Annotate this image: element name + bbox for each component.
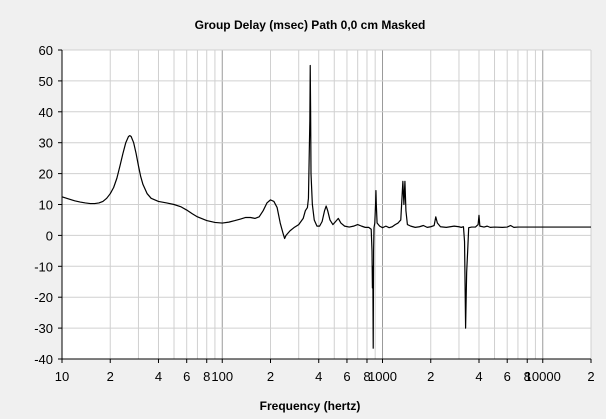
chart-title: Group Delay (msec) Path 0,0 cm Masked bbox=[195, 18, 426, 32]
x-tick-label: 8 bbox=[363, 369, 370, 384]
x-tick-label: 4 bbox=[155, 369, 162, 384]
grid bbox=[61, 49, 592, 360]
y-tick-label: 30 bbox=[39, 136, 53, 151]
x-tick-label: 6 bbox=[343, 369, 350, 384]
x-tick-label: 100 bbox=[211, 369, 233, 384]
x-tick-label: 4 bbox=[475, 369, 482, 384]
series-layer bbox=[61, 64, 591, 349]
x-tick-label: 8 bbox=[203, 369, 210, 384]
x-tick-label: 8 bbox=[524, 369, 531, 384]
x-tick-label: 6 bbox=[183, 369, 190, 384]
x-tick-label: 10 bbox=[55, 369, 69, 384]
x-tick-label: 2 bbox=[107, 369, 114, 384]
y-tick-label: 0 bbox=[46, 228, 53, 243]
x-tick-label: 6 bbox=[504, 369, 511, 384]
y-tick-label: -10 bbox=[34, 259, 53, 274]
y-tick-label: 60 bbox=[39, 43, 53, 58]
x-tick-label: 2 bbox=[267, 369, 274, 384]
x-tick-label: 2 bbox=[587, 369, 594, 384]
x-tick-label: 4 bbox=[315, 369, 322, 384]
y-tick-label: -30 bbox=[34, 321, 53, 336]
x-tick-label: 1000 bbox=[368, 369, 397, 384]
y-tick-labels: 60 50 40 30 20 10 0 -10 -20 -30 -40 bbox=[34, 43, 53, 367]
group-delay-series-line bbox=[61, 64, 591, 349]
x-tick-label: 2 bbox=[427, 369, 434, 384]
y-tick-label: 40 bbox=[39, 105, 53, 120]
y-tick-label: 50 bbox=[39, 74, 53, 89]
y-tick-label: -20 bbox=[34, 290, 53, 305]
y-tick-label: 10 bbox=[39, 198, 53, 213]
y-tick-label: -40 bbox=[34, 352, 53, 367]
axes bbox=[58, 49, 592, 363]
y-tick-label: 20 bbox=[39, 167, 53, 182]
x-tick-label: 10000 bbox=[525, 369, 561, 384]
x-axis-label: Frequency (hertz) bbox=[260, 399, 361, 413]
